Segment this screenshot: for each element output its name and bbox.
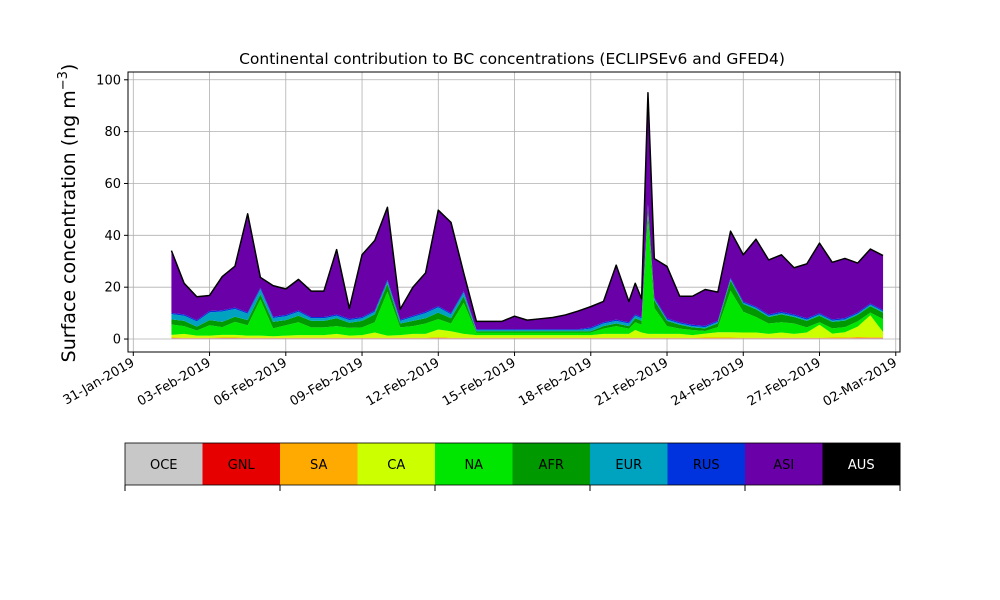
legend-swatch-asi <box>745 443 823 485</box>
legend-swatch-ca <box>357 443 436 485</box>
total-concentration-line <box>170 91 884 323</box>
x-tick-label: 18-Feb-2019 <box>516 355 595 409</box>
legend-swatch-rus <box>667 443 746 485</box>
legend-swatch-aus <box>822 443 901 485</box>
x-tick-label: 12-Feb-2019 <box>364 355 443 409</box>
y-axis-label-exponent: −3 <box>56 71 71 90</box>
y-tick-label: 40 <box>104 229 121 244</box>
area-series-na <box>171 214 884 337</box>
y-tick-label: 60 <box>104 177 121 192</box>
legend-label-gnl: GNL <box>228 458 256 473</box>
y-tick-label: 0 <box>113 333 121 348</box>
x-tick-label: 27-Feb-2019 <box>745 355 824 409</box>
x-tick-label: 03-Feb-2019 <box>135 355 214 409</box>
area-series-oce <box>171 338 884 340</box>
legend-label-oce: OCE <box>150 458 178 473</box>
legend-swatch-afr <box>512 443 591 485</box>
axes: 0 20 40 60 80 100 31-Jan-201903-Feb-201906-Feb… <box>61 71 901 410</box>
legend-frame <box>124 442 901 486</box>
area-series-asi <box>171 92 884 330</box>
x-tick-label: 15-Feb-2019 <box>440 355 519 409</box>
legend-label-aus: AUS <box>848 458 875 473</box>
x-tick-label: 21-Feb-2019 <box>592 355 671 409</box>
x-tick-label: 06-Feb-2019 <box>211 355 290 409</box>
legend-label-eur: EUR <box>615 458 642 473</box>
legend-swatch-na <box>435 443 513 485</box>
y-tick-label: 100 <box>96 73 121 88</box>
legend-label-rus: RUS <box>693 458 720 473</box>
area-series-ca <box>171 315 884 338</box>
area-series-sa <box>171 336 884 339</box>
legend-label-sa: SA <box>310 458 327 473</box>
x-tick-label: 24-Feb-2019 <box>669 355 748 409</box>
y-tick-label: 80 <box>104 125 121 140</box>
legend-swatch-eur <box>590 443 668 485</box>
legend-label-ca: CA <box>387 458 405 473</box>
legend-label-na: NA <box>464 458 483 473</box>
legend-swatch-oce <box>125 443 203 485</box>
x-tick-label: 09-Feb-2019 <box>287 355 366 409</box>
x-tick-label: 31-Jan-2019 <box>61 355 138 408</box>
area-series-eur <box>171 205 884 332</box>
total-line <box>170 91 884 323</box>
area-series-rus <box>171 204 884 330</box>
y-axis-label: Surface concentration (ng m−3) <box>56 64 80 363</box>
area-series-afr <box>171 206 884 333</box>
legend-swatch-gnl <box>202 443 281 485</box>
legend-colorbar: OCE GNL SA CA NA AFR EUR RUS ASI AUS <box>124 442 901 491</box>
plot-frame <box>127 71 901 353</box>
y-axis-label-main: Surface concentration (ng m <box>58 90 80 362</box>
chart-title: Continental contribution to BC concentra… <box>239 50 785 68</box>
legend-label-asi: ASI <box>773 458 794 473</box>
legend-label-afr: AFR <box>539 458 564 473</box>
y-axis-label-close: ) <box>58 64 80 71</box>
y-tick-label: 20 <box>104 281 121 296</box>
x-tick-label: 02-Mar-2019 <box>821 355 900 409</box>
stacked-areas <box>171 92 884 340</box>
legend-swatch-sa <box>280 443 358 485</box>
